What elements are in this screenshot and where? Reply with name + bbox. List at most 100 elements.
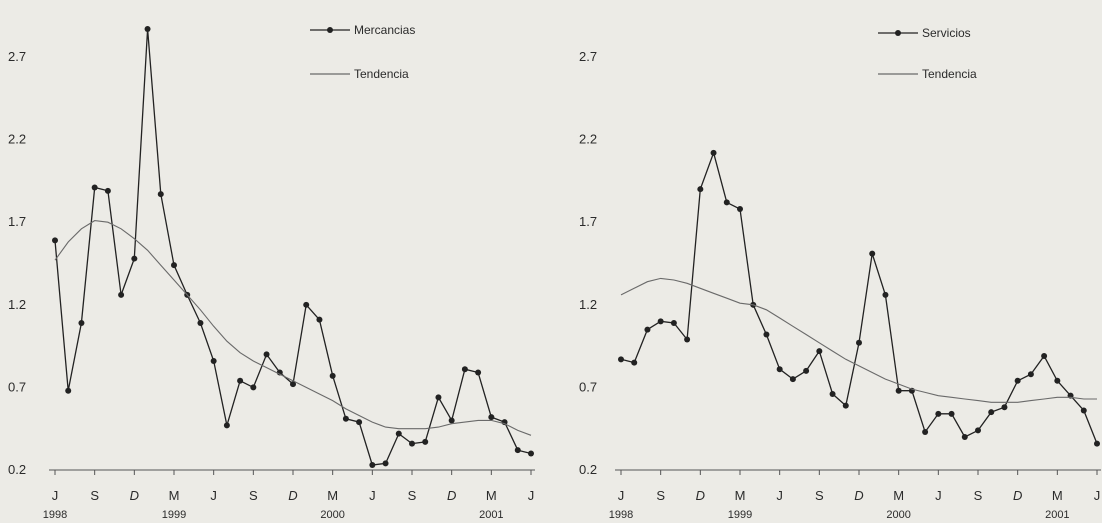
chart-panel-servicios: 2.7 2.2 1.7 1.2 0.7 0.2 J S D M J S D M J S D M J 1998 1999 2… (579, 26, 1101, 521)
x-tick-label: J (618, 488, 625, 503)
x-tick-label: S (408, 488, 417, 503)
data-point-servicios (988, 409, 995, 416)
data-point-mercancias (528, 450, 534, 457)
data-point-mercancias (422, 438, 429, 445)
data-point-servicios (869, 250, 876, 257)
data-point-servicios (684, 336, 691, 343)
series-line-tendencia (620, 277, 1097, 403)
x-tick-label: S (974, 488, 983, 503)
data-point-servicios (1041, 353, 1048, 360)
data-point-mercancias (223, 422, 230, 429)
data-point-mercancias (91, 184, 98, 191)
data-point-servicios (789, 376, 796, 383)
x-year-label: 2001 (479, 509, 503, 521)
data-point-mercancias (131, 255, 138, 262)
data-point-mercancias (356, 419, 363, 426)
data-point-mercancias (488, 414, 495, 421)
data-point-servicios (631, 359, 638, 366)
data-point-mercancias (435, 394, 442, 401)
x-tick-label: D (854, 488, 863, 503)
x-tick-label: S (249, 488, 258, 503)
legend-label: Tendencia (354, 67, 409, 81)
data-point-mercancias (263, 351, 270, 358)
data-point-servicios (895, 387, 902, 394)
data-point-mercancias (475, 369, 482, 376)
legend-label: Tendencia (922, 67, 977, 81)
data-point-mercancias (78, 319, 85, 326)
data-point-servicios (1054, 377, 1061, 384)
y-tick-label: 0.2 (8, 462, 26, 477)
series-line-tendencia (54, 220, 532, 436)
data-point-servicios (935, 410, 942, 417)
x-year-label: 1998 (609, 509, 633, 521)
data-point-servicios (657, 318, 664, 325)
data-point-mercancias (382, 460, 389, 467)
x-tick-label: D (696, 488, 705, 503)
series-line-servicios (620, 150, 1098, 444)
legend-marker (327, 27, 333, 33)
x-tick-label: D (447, 488, 456, 503)
data-point-mercancias (104, 187, 111, 194)
data-point-servicios (776, 366, 783, 373)
y-tick-label: 0.7 (8, 379, 26, 394)
legend-label: Servicios (922, 26, 971, 40)
data-point-servicios (882, 291, 889, 298)
data-point-mercancias (448, 417, 455, 424)
y-tick-label: 2.2 (579, 132, 597, 147)
y-tick-label: 2.2 (8, 132, 26, 147)
x-tick-label: J (210, 488, 217, 503)
y-tick-label: 0.2 (579, 462, 597, 477)
data-point-servicios (723, 199, 730, 206)
data-point-mercancias (329, 372, 336, 379)
x-tick-label: M (169, 488, 180, 503)
data-point-mercancias (316, 316, 323, 323)
data-point-servicios (816, 348, 823, 355)
x-tick-label: M (735, 488, 746, 503)
data-point-mercancias (210, 357, 217, 364)
data-point-mercancias (395, 430, 402, 437)
y-tick-label: 1.2 (8, 297, 26, 312)
legend-label: Mercancias (354, 23, 415, 37)
data-point-mercancias (144, 25, 151, 32)
data-point-servicios (763, 331, 770, 338)
data-point-servicios (710, 149, 717, 156)
x-year-label: 1999 (162, 509, 186, 521)
data-point-servicios (1080, 407, 1087, 414)
data-point-mercancias (118, 291, 125, 298)
x-year-label: 2000 (886, 509, 910, 521)
data-point-mercancias (409, 440, 415, 447)
data-point-mercancias (157, 191, 164, 198)
x-tick-label: S (815, 488, 824, 503)
data-point-servicios (842, 402, 849, 409)
data-point-servicios (697, 186, 704, 193)
chart-panel-mercancias: 2.7 2.2 1.7 1.2 0.7 0.2 J S D M J S D M J S D M J 1998 1999 2… (8, 23, 535, 521)
x-tick-label: J (935, 488, 942, 503)
x-year-label: 1999 (728, 509, 752, 521)
x-tick-label: D (130, 488, 139, 503)
data-point-servicios (856, 339, 862, 346)
data-point-mercancias (237, 377, 244, 384)
data-point-servicios (737, 206, 743, 213)
data-point-mercancias (303, 301, 310, 308)
y-tick-label: 1.7 (8, 214, 26, 229)
data-point-servicios (829, 391, 836, 398)
data-point-servicios (644, 326, 651, 333)
y-tick-label: 1.2 (579, 297, 597, 312)
x-tick-label: S (656, 488, 665, 503)
y-tick-label: 0.7 (579, 379, 597, 394)
x-tick-label: J (776, 488, 783, 503)
data-point-servicios (1027, 371, 1034, 378)
x-tick-label: J (528, 488, 535, 503)
data-point-mercancias (197, 319, 204, 326)
data-point-mercancias (461, 366, 468, 373)
x-tick-label: M (486, 488, 497, 503)
x-tick-label: S (90, 488, 99, 503)
data-point-servicios (948, 410, 955, 417)
x-tick-label: M (893, 488, 904, 503)
x-tick-label: J (369, 488, 376, 503)
data-point-servicios (1001, 404, 1008, 411)
x-tick-label: D (288, 488, 297, 503)
y-tick-label: 2.7 (8, 49, 26, 64)
x-tick-label: J (1094, 488, 1101, 503)
